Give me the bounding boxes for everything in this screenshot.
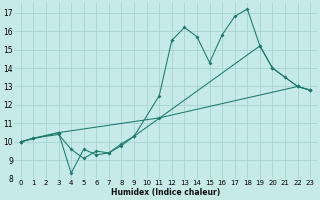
X-axis label: Humidex (Indice chaleur): Humidex (Indice chaleur) [111, 188, 220, 197]
